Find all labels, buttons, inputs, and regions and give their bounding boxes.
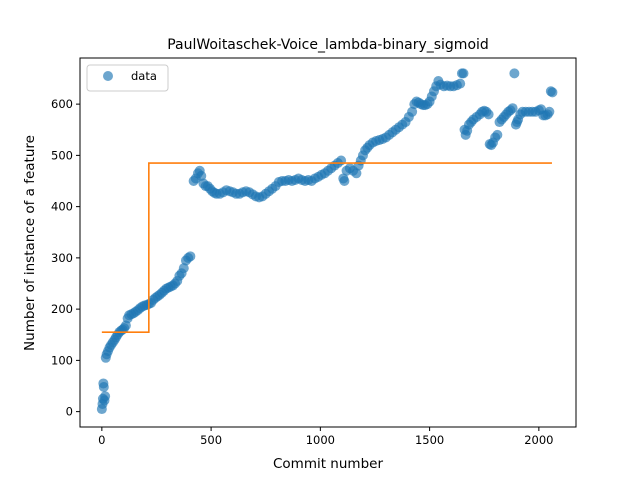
- legend: data: [86, 64, 169, 92]
- data-point-146: [458, 68, 469, 79]
- data-point-163: [492, 129, 503, 140]
- plot-background: [80, 58, 576, 427]
- y-tick-label-0: 0: [66, 405, 73, 419]
- data-point-55: [196, 170, 207, 181]
- chart-title: PaulWoitaschek-Voice_lambda-binary_sigmo…: [167, 37, 489, 53]
- y-axis: 0 100 200 300 400 500 600: [51, 97, 80, 419]
- data-point-188: [547, 87, 558, 98]
- y-tick-label-400: 400: [51, 200, 73, 214]
- data-point-170: [507, 103, 518, 114]
- x-tick-label-500: 500: [200, 433, 222, 447]
- plot-frame: [79, 57, 577, 428]
- x-tick-label-2000: 2000: [524, 433, 553, 447]
- legend-label-data: data: [131, 69, 157, 83]
- x-tick-label-1000: 1000: [306, 433, 335, 447]
- series-layer: [96, 68, 558, 415]
- x-axis-label: Commit number: [273, 456, 383, 472]
- y-tick-label-200: 200: [51, 302, 73, 316]
- y-tick-label-100: 100: [51, 353, 73, 367]
- fit-line-step-fit: [101, 162, 552, 333]
- data-point-144: [455, 78, 466, 89]
- data-point-186: [544, 106, 555, 117]
- data-point-4: [98, 382, 109, 393]
- data-point-158: [483, 109, 494, 120]
- data-point-125: [407, 106, 418, 117]
- data-point-100: [336, 155, 347, 166]
- y-tick-label-600: 600: [51, 97, 73, 111]
- plot-area: [79, 57, 577, 428]
- x-tick-label-1500: 1500: [415, 433, 444, 447]
- data-point-102: [339, 176, 350, 186]
- data-point-171: [509, 68, 520, 79]
- x-tick-label-0: 0: [98, 433, 105, 447]
- x-axis: 0 500 1000 1500 2000: [98, 427, 553, 447]
- y-tick-label-500: 500: [51, 148, 73, 162]
- y-tick-label-300: 300: [51, 251, 73, 265]
- data-point-50: [185, 251, 196, 262]
- data-point-106: [351, 168, 362, 179]
- data-point-47: [178, 263, 189, 274]
- legend-marker-data: [103, 71, 113, 81]
- data-point-6: [100, 391, 111, 402]
- y-axis-label: Number of instance of a feature: [22, 135, 38, 351]
